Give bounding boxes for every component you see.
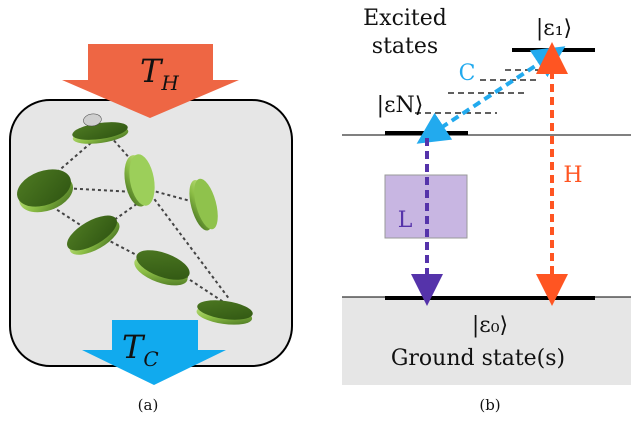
disc-3 — [124, 154, 155, 207]
disc-5 — [67, 215, 120, 255]
arrow-C — [416, 46, 566, 144]
label-eps0: |ε₀⟩ — [472, 313, 508, 338]
label-epsN: |εN⟩ — [377, 93, 424, 118]
ground-band — [342, 297, 631, 385]
cold-reservoir-arrow — [82, 320, 226, 385]
disc-1 — [72, 113, 129, 144]
disc-6 — [134, 250, 190, 286]
label-L: L — [398, 208, 413, 233]
disc-7 — [196, 300, 253, 325]
hot-reservoir-arrow — [62, 44, 239, 118]
disc-2 — [17, 169, 73, 213]
panel-a: TH TC — [9, 44, 293, 414]
label-C: C — [459, 61, 476, 86]
hot-temperature-label: TH — [140, 52, 179, 95]
panel-b: Excited states |ε₁⟩ |εN⟩ |ε₀⟩ Ground sta… — [342, 6, 631, 414]
label-eps1: |ε₁⟩ — [536, 16, 572, 41]
cold-temperature-label: TC — [122, 328, 159, 371]
caption-a: (a) — [138, 396, 159, 414]
disc-4 — [189, 178, 218, 231]
intermediate-levels — [415, 69, 565, 114]
ground-state-label: Ground state(s) — [391, 346, 565, 371]
excited-states-label: Excited — [363, 6, 447, 31]
caption-b: (b) — [479, 396, 500, 414]
excited-states-label-2: states — [372, 34, 438, 59]
label-H: H — [563, 163, 582, 188]
